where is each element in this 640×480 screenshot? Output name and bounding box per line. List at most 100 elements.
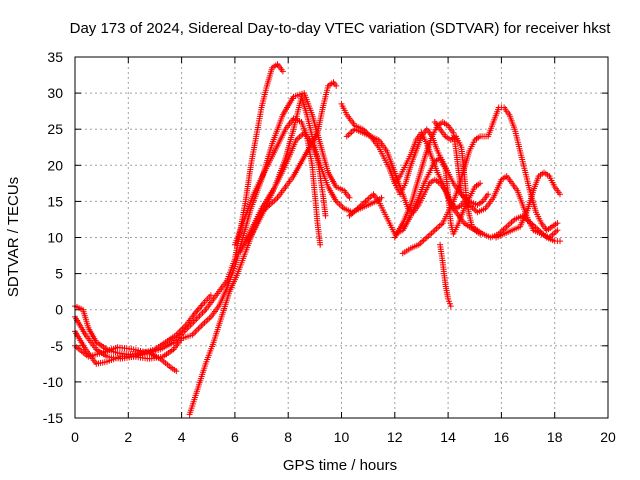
data-point	[335, 85, 338, 87]
y-tick-label: -10	[43, 374, 63, 390]
data-point	[442, 262, 444, 264]
data-point	[306, 114, 308, 116]
data-point	[463, 222, 465, 224]
data-point	[292, 95, 295, 98]
data-point	[383, 157, 385, 159]
data-point	[364, 200, 367, 203]
y-tick-label: 20	[47, 157, 63, 173]
data-point	[172, 348, 175, 351]
data-point	[292, 175, 295, 177]
data-point	[487, 193, 489, 195]
data-point	[378, 200, 380, 203]
data-point	[175, 370, 178, 372]
data-point	[346, 114, 348, 116]
data-point	[410, 204, 412, 206]
data-point	[202, 303, 204, 305]
data-point	[343, 207, 346, 210]
data-point	[295, 139, 298, 141]
data-point	[434, 229, 436, 232]
data-point	[159, 358, 162, 360]
y-tick-label: -15	[43, 410, 63, 426]
data-point	[188, 413, 191, 416]
data-point	[252, 193, 255, 195]
data-point	[532, 189, 535, 192]
data-point	[84, 348, 87, 351]
x-tick-label: 2	[124, 429, 132, 445]
data-point	[244, 200, 247, 203]
data-point	[335, 186, 338, 188]
y-tick-label: 0	[55, 302, 63, 318]
series-track-17	[458, 173, 561, 241]
data-point	[300, 121, 303, 123]
x-tick-label: 6	[231, 429, 239, 445]
data-point	[559, 193, 561, 195]
data-point	[436, 150, 439, 152]
data-point	[284, 164, 287, 167]
data-point	[378, 139, 380, 141]
data-point	[239, 251, 241, 253]
y-tick-label: 10	[47, 230, 63, 246]
data-point	[210, 316, 212, 318]
data-point	[343, 189, 346, 192]
data-point	[164, 341, 167, 344]
y-tick-label: 30	[47, 85, 63, 101]
data-point	[452, 200, 455, 203]
data-point	[148, 358, 151, 360]
data-point	[492, 121, 495, 123]
data-point	[87, 327, 90, 329]
data-point	[324, 215, 327, 217]
data-point	[527, 207, 529, 210]
data-point	[402, 229, 404, 232]
data-point	[540, 222, 543, 224]
series-track-13	[391, 129, 484, 237]
data-point	[519, 150, 521, 152]
x-tick-label: 12	[387, 429, 403, 445]
data-point	[476, 229, 479, 232]
data-point	[527, 218, 529, 221]
data-point	[479, 182, 481, 185]
data-point	[303, 92, 306, 94]
series-track-12	[391, 119, 465, 241]
y-tick-label: -5	[51, 338, 64, 354]
data-point	[380, 197, 383, 199]
data-point	[447, 211, 449, 213]
data-point	[172, 341, 175, 344]
data-point	[340, 103, 343, 105]
data-point	[319, 175, 322, 177]
x-tick-label: 14	[440, 429, 456, 445]
data-point	[402, 252, 404, 255]
data-point	[276, 197, 279, 199]
data-point	[426, 142, 428, 145]
data-point	[442, 121, 444, 123]
data-point	[471, 225, 473, 228]
data-point	[537, 175, 540, 177]
data-point	[426, 236, 428, 239]
data-point	[511, 229, 513, 232]
data-points	[72, 61, 563, 418]
data-point	[226, 287, 228, 289]
data-point	[84, 334, 87, 336]
data-point	[271, 142, 274, 145]
data-point	[327, 85, 330, 87]
data-point	[284, 157, 287, 159]
series-track-18	[493, 169, 563, 241]
data-point	[391, 164, 393, 167]
x-tick-label: 10	[334, 429, 350, 445]
data-point	[402, 222, 404, 224]
x-tick-label: 18	[547, 429, 563, 445]
data-point	[450, 139, 452, 141]
data-point	[263, 171, 266, 174]
data-point	[556, 229, 559, 232]
data-point	[439, 128, 441, 130]
chart-title: Day 173 of 2024, Sidereal Day-to-day VTE…	[70, 20, 612, 37]
data-point	[474, 186, 476, 188]
x-tick-label: 16	[494, 429, 510, 445]
data-point	[410, 164, 412, 167]
data-point	[423, 182, 425, 185]
data-point	[348, 197, 351, 199]
data-point	[463, 171, 465, 174]
data-point	[492, 197, 495, 199]
data-point	[194, 312, 196, 315]
data-point	[458, 171, 460, 174]
tick-labels: 0 2 4 6 8 10 12 14 16 18 20 -15 -10 -5 0 5 10 15 20 25 30 35	[43, 49, 616, 445]
